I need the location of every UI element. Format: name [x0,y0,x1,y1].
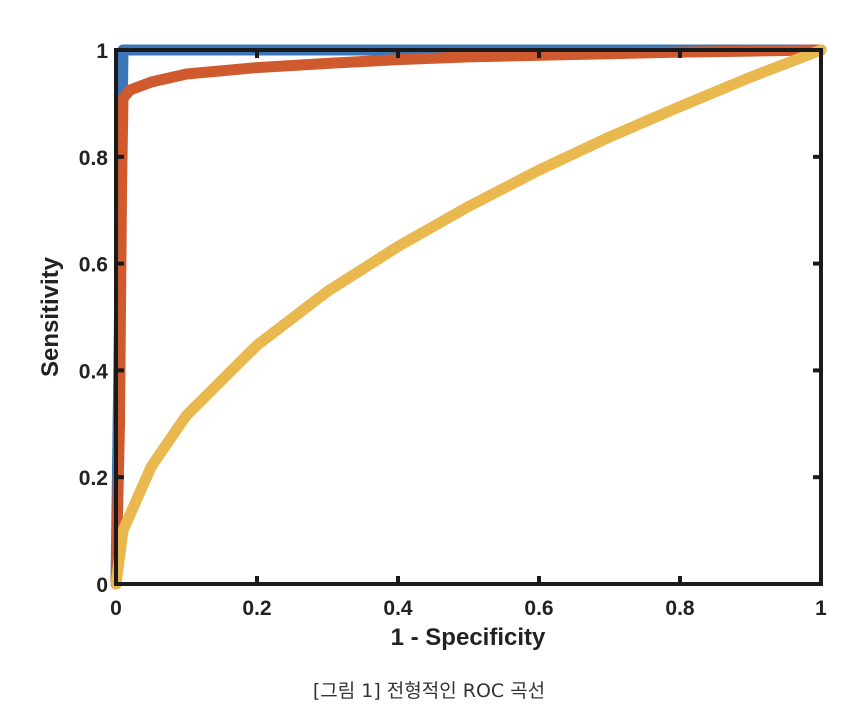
ticks-layer: 0 0.2 0.4 0.6 0.8 1 0 0.2 0.4 0.6 0.8 1 [79,40,827,620]
x-tick-label: 0.8 [665,597,695,620]
y-tick-label: 1 [96,40,108,63]
y-tick-label: 0.4 [79,360,109,383]
y-tick-label: 0.6 [79,254,108,277]
roc-curve-2 [110,44,827,590]
roc-curve-3 [110,44,827,590]
x-tick-label: 0.6 [524,597,553,620]
x-tick-label: 0 [110,597,122,620]
x-tick-label: 1 [815,597,827,620]
figure-caption: [그림 1] 전형적인 ROC 곡선 [312,680,546,702]
x-tick-label: 0.4 [383,597,413,620]
roc-chart: 0 0.2 0.4 0.6 0.8 1 0 0.2 0.4 0.6 0.8 1 1 - Specifi… [37,40,827,651]
plot-frame [114,48,823,586]
y-axis-title: Sensitivity [37,256,64,377]
y-tick-label: 0 [96,574,108,597]
y-tick-label: 0.2 [79,467,108,490]
y-tick-label: 0.8 [79,147,109,170]
x-axis-title: 1 - Specificity [391,624,546,651]
plot-area [116,50,821,584]
x-tick-label: 0.2 [242,597,271,620]
